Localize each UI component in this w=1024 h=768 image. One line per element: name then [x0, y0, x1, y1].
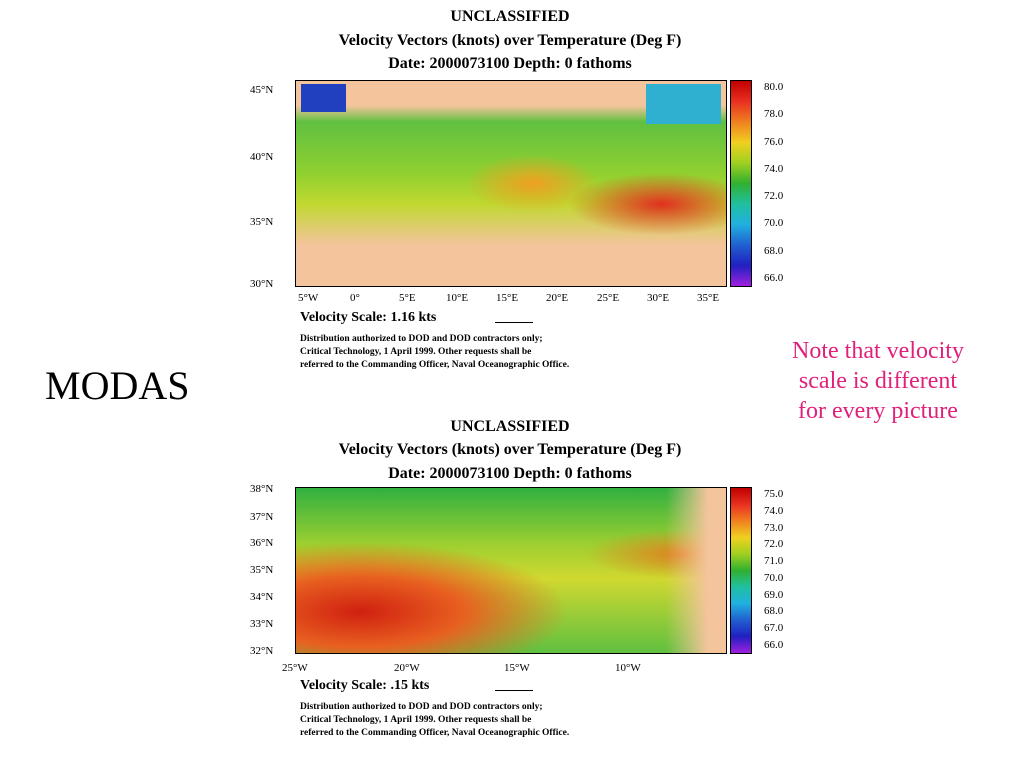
colorbar-label: 74.0: [764, 504, 784, 517]
colorbar-label: 70.0: [764, 217, 784, 230]
lon-label: 15°E: [496, 292, 519, 304]
velocity-scale: Velocity Scale: 1.16 kts: [300, 310, 437, 325]
distribution-note: Critical Technology, 1 April 1999. Other…: [300, 715, 532, 725]
lon-label: 35°E: [697, 292, 720, 304]
lat-label: 37°N: [250, 511, 274, 523]
distribution-note: Distribution authorized to DOD and DOD c…: [300, 334, 543, 344]
colorbar-label: 76.0: [764, 135, 784, 148]
colorbar-label: 69.0: [764, 588, 784, 601]
lat-label: 36°N: [250, 537, 274, 549]
colorbar-label: 71.0: [764, 555, 784, 568]
figure-header: UNCLASSIFIED: [450, 8, 570, 25]
slide-title: MODAS: [45, 363, 190, 408]
figure-header: UNCLASSIFIED: [450, 418, 570, 435]
note-line: scale is different: [798, 368, 958, 394]
lon-label: 10°E: [446, 292, 469, 304]
lat-label: 40°N: [250, 151, 274, 163]
colorbar-label: 66.0: [764, 639, 784, 651]
sst-map: [295, 80, 727, 287]
scale-arrow: [495, 322, 533, 323]
lat-label: 35°N: [250, 216, 274, 228]
note-line: Note that velocity: [792, 338, 964, 364]
lat-label: 33°N: [250, 618, 274, 630]
lon-label: 25°W: [282, 662, 308, 674]
colorbar-label: 73.0: [764, 521, 784, 534]
colorbar-label: 78.0: [764, 108, 784, 121]
lat-label: 32°N: [250, 645, 274, 657]
lon-label: 15°W: [504, 662, 530, 674]
sst-map: [295, 487, 727, 654]
lon-label: 30°E: [647, 292, 670, 304]
colorbar-label: 68.0: [764, 244, 784, 257]
lon-label: 0°: [350, 292, 360, 304]
colorbar-label: 74.0: [764, 162, 784, 175]
lat-label: 34°N: [250, 591, 274, 603]
distribution-note: referred to the Commanding Officer, Nava…: [300, 360, 570, 370]
lat-label: 38°N: [250, 483, 274, 495]
distribution-note: Distribution authorized to DOD and DOD c…: [300, 702, 543, 712]
lat-label: 30°N: [250, 278, 274, 290]
note-line: for every picture: [798, 398, 958, 424]
colorbar-label: 72.0: [764, 538, 784, 551]
scale-arrow: [495, 690, 533, 691]
colorbar: [730, 487, 752, 654]
distribution-note: Critical Technology, 1 April 1999. Other…: [300, 347, 532, 357]
figure-header: Velocity Vectors (knots) over Temperatur…: [338, 441, 682, 458]
colorbar-label: 68.0: [764, 605, 784, 618]
lon-label: 5°W: [298, 292, 319, 304]
lon-label: 20°E: [546, 292, 569, 304]
lat-label: 45°N: [250, 84, 274, 96]
figure-header: Date: 2000073100 Depth: 0 fathoms: [388, 55, 632, 72]
lon-label: 20°W: [394, 662, 420, 674]
colorbar-label: 75.0: [764, 488, 784, 500]
lon-label: 10°W: [615, 662, 641, 674]
colorbar-label: 67.0: [764, 622, 784, 635]
cold-region: [301, 84, 346, 112]
distribution-note: referred to the Commanding Officer, Nava…: [300, 728, 570, 738]
lon-label: 5°E: [399, 292, 416, 304]
black-sea: [646, 84, 721, 124]
colorbar-label: 66.0: [764, 272, 784, 284]
velocity-scale: Velocity Scale: .15 kts: [300, 678, 430, 693]
lat-label: 35°N: [250, 564, 274, 576]
figure-header: Velocity Vectors (knots) over Temperatur…: [338, 32, 682, 49]
colorbar-label: 70.0: [764, 571, 784, 584]
land: [666, 488, 726, 653]
figure-header: Date: 2000073100 Depth: 0 fathoms: [388, 465, 632, 482]
colorbar-label: 72.0: [764, 190, 784, 203]
colorbar: [730, 80, 752, 287]
lon-label: 25°E: [597, 292, 620, 304]
colorbar-label: 80.0: [764, 81, 784, 93]
